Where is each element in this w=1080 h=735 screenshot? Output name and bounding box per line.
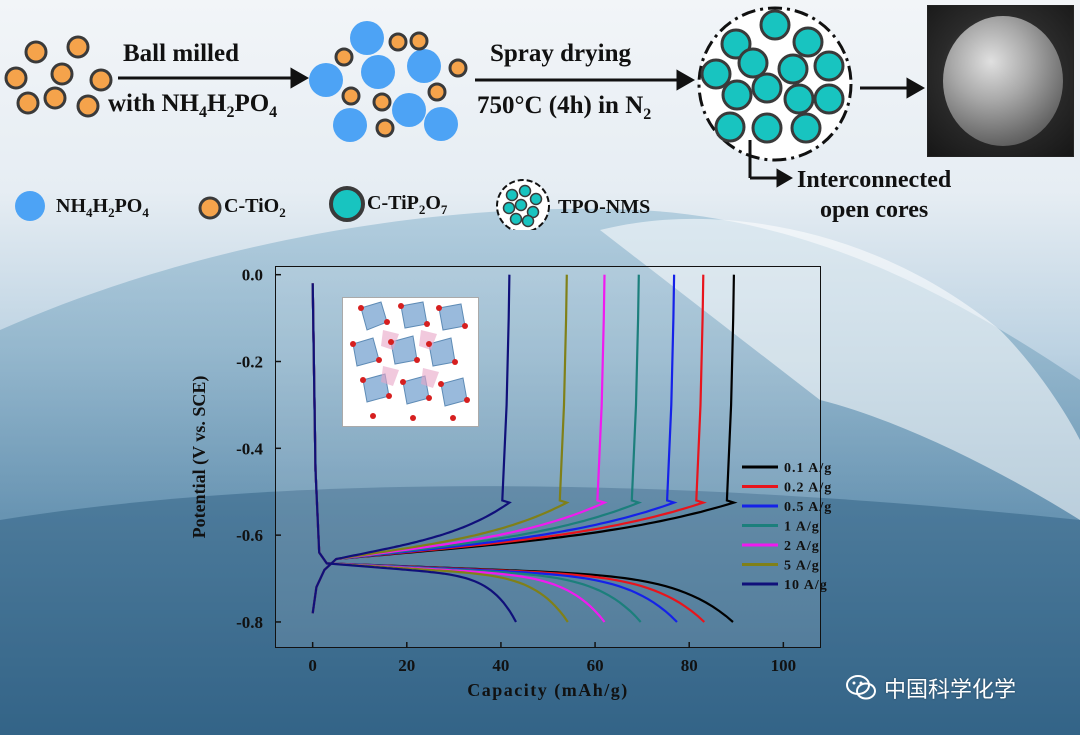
legend-label: 0.5 A/g bbox=[784, 500, 832, 515]
legend-nh4h2po4-label: NH4H2PO4 bbox=[56, 195, 149, 220]
discharge-curve bbox=[311, 283, 517, 623]
crystal-structure-inset bbox=[342, 297, 479, 427]
step1-label: Ball milled bbox=[123, 40, 239, 67]
x-tick-label: 60 bbox=[587, 656, 604, 675]
legend-c-tip2o7-symbol bbox=[329, 186, 365, 222]
watermark-text: 中国科学化学 bbox=[884, 678, 1017, 703]
step2-conditions-label: 750°C (4h) in N2 bbox=[477, 92, 652, 123]
x-axis-label: Capacity (mAh/g) bbox=[467, 680, 629, 701]
legend-label: 0.2 A/g bbox=[784, 481, 832, 496]
legend-c-tio2-label: C-TiO2 bbox=[224, 195, 286, 220]
legend-label: 2 A/g bbox=[784, 539, 820, 554]
step1-reagent-label: with NH4H2PO4 bbox=[108, 90, 278, 121]
legend-label: 5 A/g bbox=[784, 559, 820, 574]
callout-arrow bbox=[748, 140, 793, 188]
wechat-watermark: 中国科学化学 bbox=[846, 672, 1016, 704]
y-tick-label: -0.8 bbox=[236, 613, 263, 632]
legend-label: 1 A/g bbox=[784, 520, 820, 535]
legend-label: 10 A/g bbox=[784, 578, 828, 593]
legend-tpo-nms-symbol bbox=[496, 179, 550, 230]
step2-label: Spray drying bbox=[490, 40, 632, 67]
charge-curve bbox=[311, 274, 570, 614]
y-tick-label: -0.4 bbox=[236, 439, 263, 458]
y-tick-label: -0.2 bbox=[236, 353, 263, 372]
sem-micrograph bbox=[927, 5, 1074, 157]
x-tick-label: 80 bbox=[681, 656, 698, 675]
process-arrow-3 bbox=[860, 77, 926, 99]
c-tio2-particles-initial bbox=[4, 35, 113, 118]
callout-label: Interconnected open cores bbox=[797, 167, 952, 223]
legend-nh4h2po4-symbol bbox=[15, 191, 45, 221]
crystal-structure-drawing bbox=[350, 301, 470, 421]
legend-c-tip2o7-label: C-TiP2O7 bbox=[367, 192, 448, 217]
x-tick-label: 40 bbox=[492, 656, 509, 675]
charge-curve bbox=[311, 274, 512, 614]
legend-tpo-nms-label: TPO-NMS bbox=[558, 196, 651, 218]
x-tick-label: 100 bbox=[771, 656, 797, 675]
process-arrow-1 bbox=[118, 67, 310, 89]
wechat-icon bbox=[846, 675, 876, 700]
y-tick-label: 0.0 bbox=[242, 266, 263, 285]
process-arrow-2 bbox=[475, 69, 696, 91]
legend-label: 0.1 A/g bbox=[784, 461, 832, 476]
legend-c-tio2-symbol bbox=[198, 196, 222, 220]
y-tick-label: -0.6 bbox=[236, 526, 263, 545]
ball-milled-mixture bbox=[309, 21, 468, 142]
tpo-nms-sphere bbox=[697, 6, 853, 162]
synthesis-schematic bbox=[4, 6, 926, 230]
y-axis-label: Potential (V vs. SCE) bbox=[189, 376, 210, 539]
sem-sphere bbox=[943, 16, 1063, 146]
x-tick-label: 0 bbox=[308, 656, 317, 675]
x-tick-label: 20 bbox=[398, 656, 415, 675]
